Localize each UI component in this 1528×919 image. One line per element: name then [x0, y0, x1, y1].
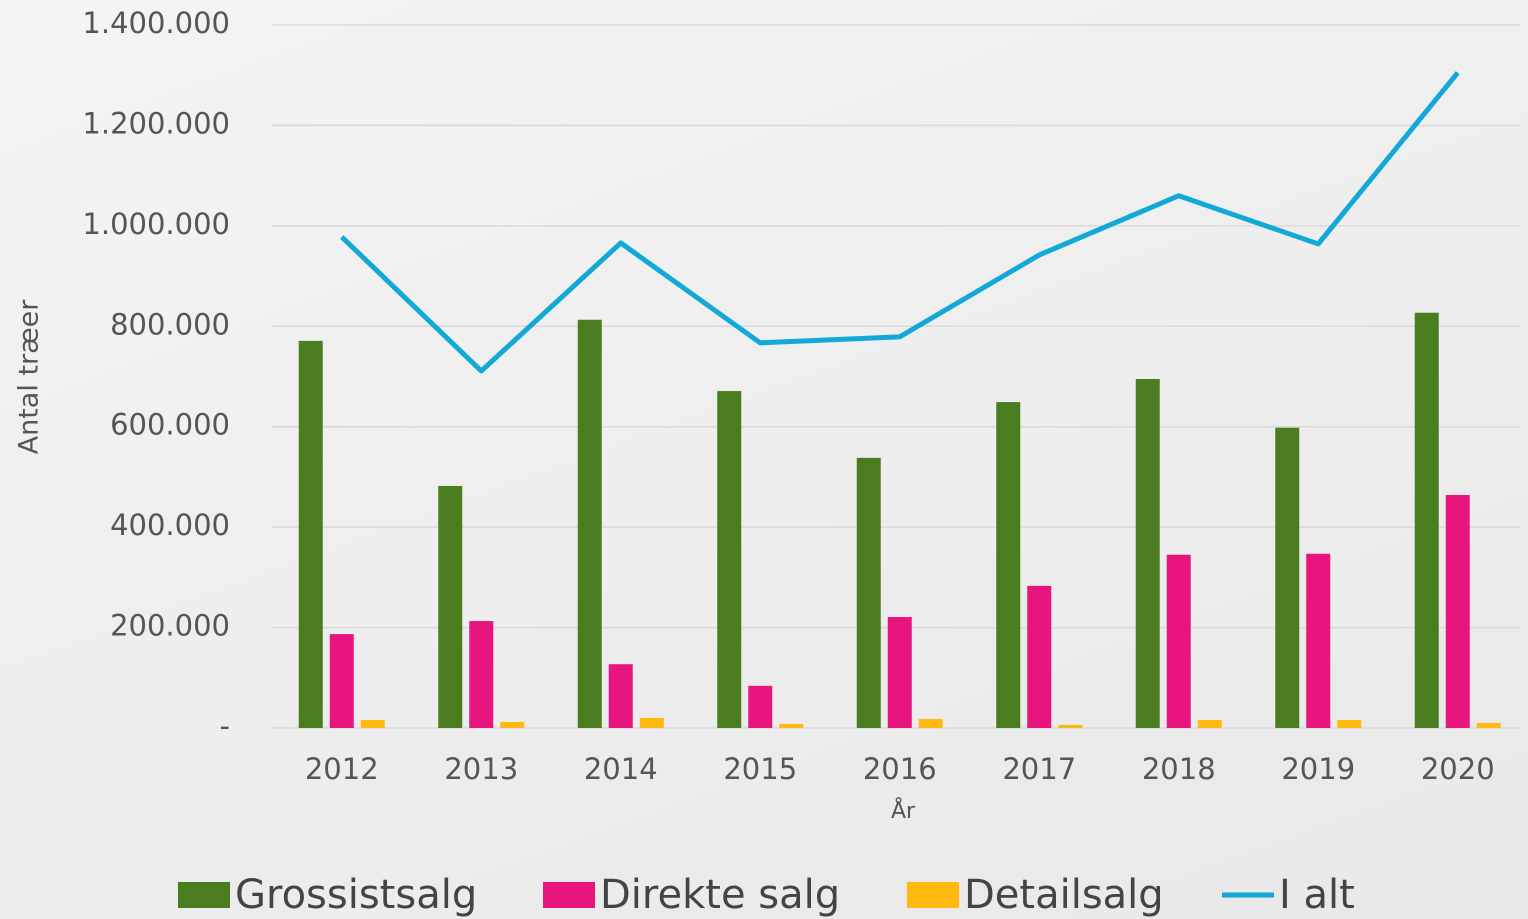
x-tick-label: 2014: [584, 752, 658, 786]
bar: [1476, 722, 1501, 728]
bar: [1275, 427, 1300, 728]
bar: [329, 634, 354, 728]
legend-label: Detailsalg: [964, 872, 1164, 918]
legend-swatch: [907, 882, 959, 908]
bar: [1445, 495, 1470, 728]
legend-label: I alt: [1279, 872, 1355, 918]
x-tick-label: 2019: [1281, 752, 1355, 786]
x-tick-label: 2016: [863, 752, 937, 786]
bar: [779, 723, 804, 728]
legend-label: Grossistsalg: [235, 872, 477, 918]
y-tick-label: 1.400.000: [82, 6, 230, 40]
bar: [1027, 585, 1052, 728]
bar: [298, 340, 323, 728]
y-tick-label: 1.000.000: [82, 207, 230, 241]
y-tick-label: 400.000: [110, 508, 230, 542]
bar: [500, 721, 525, 728]
x-tick-label: 2012: [305, 752, 379, 786]
y-tick-label: 1.200.000: [82, 106, 230, 140]
bar: [1414, 312, 1439, 728]
y-tick-label: 800.000: [110, 307, 230, 341]
bar: [1058, 724, 1083, 728]
bar: [608, 664, 633, 728]
x-tick-label: 2013: [444, 752, 518, 786]
bar: [469, 621, 494, 728]
legend-label: Direkte salg: [600, 872, 840, 918]
bar: [1306, 553, 1331, 728]
bar: [887, 617, 912, 728]
bar: [918, 718, 943, 728]
x-axis-title: År: [891, 797, 916, 824]
bar: [1337, 719, 1362, 728]
line: [340, 71, 1460, 374]
bar: [996, 402, 1021, 728]
x-tick-label: 2017: [1002, 752, 1076, 786]
bar: [438, 485, 463, 728]
y-tick-label: 600.000: [110, 408, 230, 442]
bar: [360, 719, 385, 728]
bar: [577, 319, 602, 728]
bar: [748, 685, 773, 728]
bar: [1197, 719, 1222, 728]
y-tick-label: 200.000: [110, 609, 230, 643]
bar: [717, 391, 742, 728]
y-tick-label: -: [220, 709, 230, 743]
legend-swatch: [543, 882, 595, 908]
x-tick-label: 2020: [1421, 752, 1495, 786]
x-tick-label: 2015: [723, 752, 797, 786]
bar: [1166, 554, 1191, 728]
bar: [856, 457, 881, 728]
legend-swatch: [178, 882, 230, 908]
bar: [639, 717, 664, 728]
x-tick-label: 2018: [1142, 752, 1216, 786]
bar: [1135, 379, 1160, 728]
y-axis-title: Antal træer: [14, 299, 45, 455]
